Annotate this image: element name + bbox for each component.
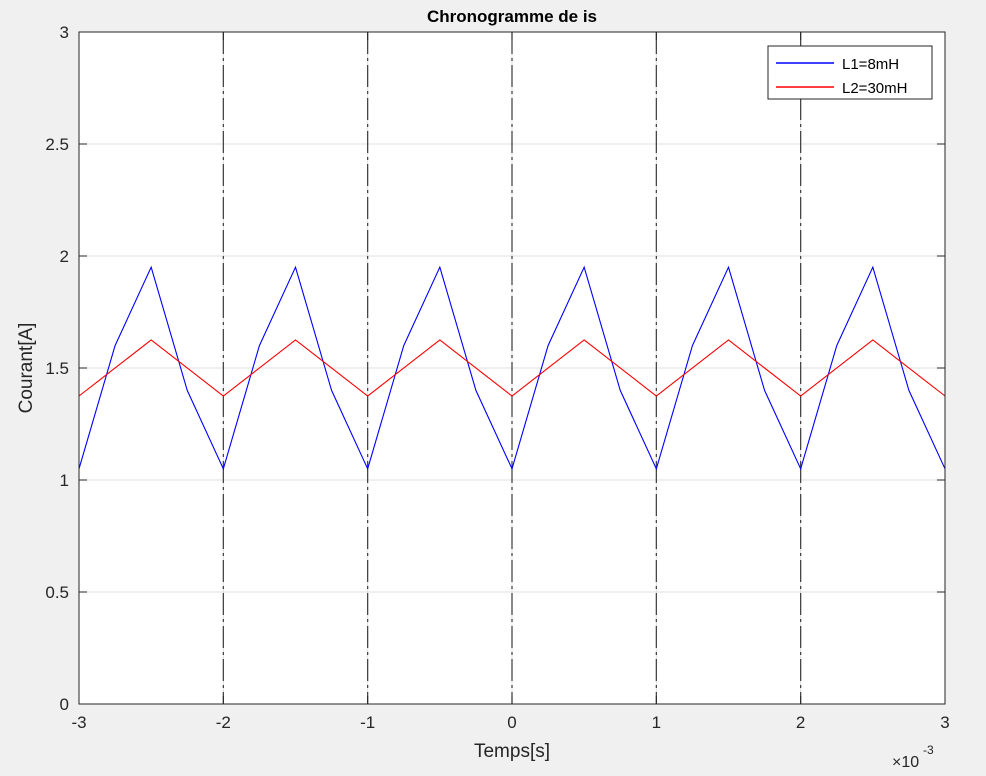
y-tick-label: 0 bbox=[60, 695, 69, 714]
legend-label-l1: L1=8mH bbox=[842, 56, 899, 73]
x-tick-label: -3 bbox=[71, 713, 86, 732]
y-tick-label: 1 bbox=[60, 471, 69, 490]
x-axis-label: Temps[s] bbox=[474, 741, 550, 762]
y-tick-label: 3 bbox=[60, 23, 69, 42]
x-tick-label: 2 bbox=[796, 713, 805, 732]
x-tick-label: 0 bbox=[507, 713, 516, 732]
series-layer bbox=[78, 265, 946, 471]
x-multiplier-label: ×10 bbox=[892, 754, 919, 771]
y-tick-label: 2 bbox=[60, 247, 69, 266]
x-multiplier-exponent: -3 bbox=[923, 743, 934, 757]
y-tick-label: 0.5 bbox=[45, 583, 69, 602]
tick-layer: -3 -2 -1 0 1 2 3 0 0.5 1 1.5 2 2.5 3 bbox=[45, 23, 949, 732]
legend: L1=8mH L2=30mH bbox=[767, 45, 933, 100]
dashed-lines-layer bbox=[222, 32, 802, 704]
chart-title: Chronogramme de is bbox=[427, 7, 597, 26]
x-tick-label: -2 bbox=[216, 713, 231, 732]
y-tick-label: 1.5 bbox=[45, 359, 69, 378]
legend-label-l2: L2=30mH bbox=[842, 80, 907, 97]
legend-box bbox=[767, 45, 933, 100]
x-tick-label: 3 bbox=[940, 713, 949, 732]
y-tick-label: 2.5 bbox=[45, 135, 69, 154]
x-tick-label: -1 bbox=[360, 713, 375, 732]
y-axis-label: Courant[A] bbox=[16, 323, 37, 414]
x-tick-label: 1 bbox=[652, 713, 661, 732]
series-line-1 bbox=[78, 265, 946, 471]
series-line-2 bbox=[78, 339, 946, 397]
